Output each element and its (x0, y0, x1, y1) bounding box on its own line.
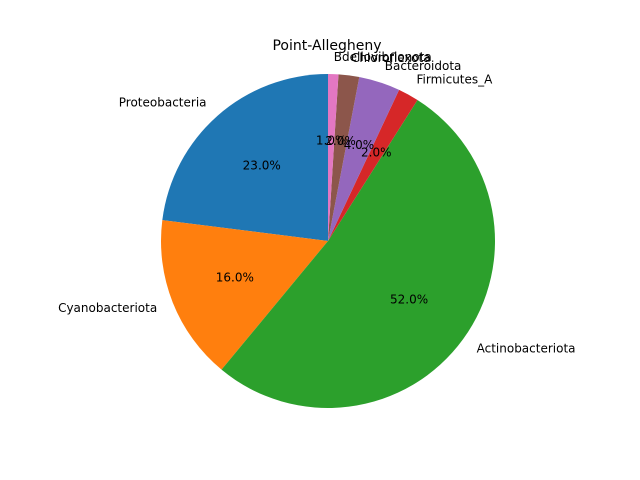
pie-slices (160, 74, 496, 408)
slice-pct-bdellovibrionota: 1.0% (316, 133, 347, 147)
slice-pct-bacteroidota: 4.0% (344, 138, 375, 152)
pie-slice-cyanobacteriota (160, 220, 328, 370)
chart-title: Point-Allegheny (272, 38, 381, 54)
pie-labels: Proteobacteria 23.0% Cyanobacteriota 16.0% A… (58, 50, 575, 356)
slice-pct-actinobacteriota: 52.0% (390, 292, 428, 306)
pie-slice-firmicutes-a (328, 89, 418, 241)
slice-label-cyanobacteriota: Cyanobacteriota (58, 301, 157, 315)
pie-slice-bacteroidota (328, 76, 400, 241)
slice-label-chloroflexota: Chloroflexota (351, 51, 431, 65)
slice-label-proteobacteria: Proteobacteria (119, 96, 207, 110)
slice-pct-cyanobacteriota: 16.0% (216, 270, 254, 284)
slice-pct-chloroflexota: 2.0% (325, 134, 356, 148)
pie-slice-chloroflexota (328, 74, 360, 242)
slice-label-actinobacteriota: Actinobacteriota (477, 341, 576, 355)
slice-pct-firmicutes-a: 2.0% (361, 146, 392, 160)
pie-slice-actinobacteriota (221, 99, 496, 408)
slice-label-firmicutes-a: Firmicutes_A (416, 73, 493, 87)
slice-pct-proteobacteria: 23.0% (243, 158, 281, 172)
slice-label-bdellovibrionota: Bdellovibrionota (334, 50, 432, 64)
slice-label-bacteroidota: Bacteroidota (385, 59, 462, 73)
pie-slice-bdellovibrionota (328, 74, 339, 241)
pie-slice-proteobacteria (162, 74, 328, 241)
